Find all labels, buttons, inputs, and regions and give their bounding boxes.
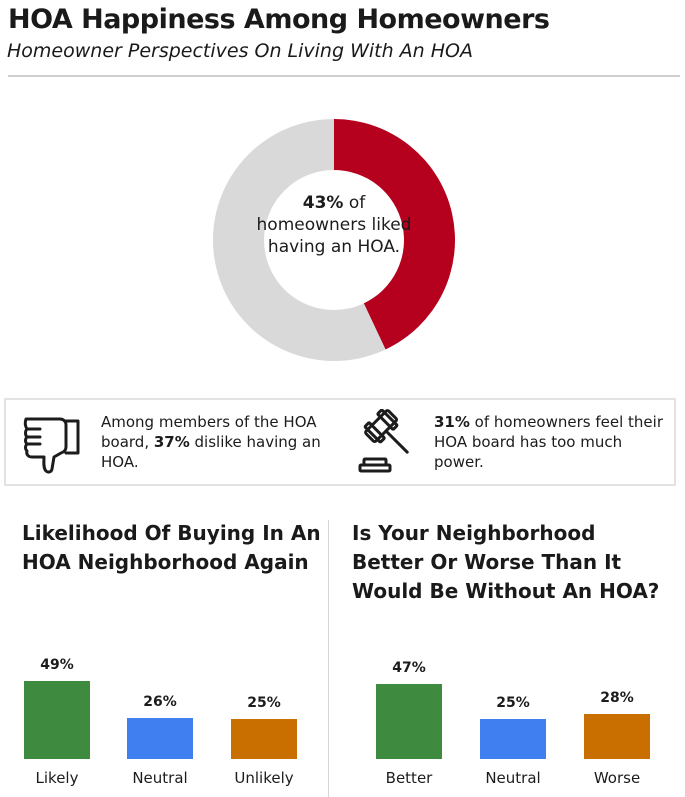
bar-value-buying-neutral: 26% [143, 694, 177, 710]
stat-board-dislike: Among members of the HOA board, 37% disl… [101, 412, 341, 472]
bar-value-neighborhood-worse: 28% [600, 690, 634, 706]
chart-title-buying-again: Likelihood Of Buying In An HOA Neighborh… [22, 521, 321, 574]
bar-label-buying-unlikely: Unlikely [234, 769, 294, 787]
stat-power-value: 31% [434, 413, 470, 431]
bar-value-neighborhood-neutral: 25% [496, 695, 530, 711]
bar-label-neighborhood-worse: Worse [593, 769, 641, 787]
section-divider [328, 520, 329, 797]
stat-board-post: dislike having an HOA. [101, 433, 321, 471]
stat-power-post: of homeowners feel their HOA board has t… [434, 413, 663, 471]
bar-neighborhood-neutral [480, 719, 546, 759]
bar-buying-likely [24, 681, 90, 759]
bar-neighborhood-better [376, 684, 442, 759]
stat-board-power: 31% of homeowners feel their HOA board h… [434, 412, 664, 472]
bar-value-buying-likely: 49% [40, 657, 74, 673]
page-subtitle: Homeowner Perspectives On Living With An… [7, 40, 473, 62]
header-divider [8, 75, 680, 77]
bar-value-neighborhood-better: 47% [392, 660, 426, 676]
bar-buying-unlikely [231, 719, 297, 759]
bar-buying-neutral [127, 718, 193, 759]
donut-center-text: 43% of homeowners liked having an HOA. [248, 192, 420, 258]
donut-chart [212, 119, 455, 361]
donut-slice-liked [334, 119, 455, 350]
gavel-icon [358, 409, 409, 473]
bar-label-buying-neutral: Neutral [132, 769, 188, 787]
stat-board-pre: Among members of the HOA board, [101, 413, 317, 451]
bar-label-neighborhood-better: Better [385, 769, 433, 787]
page-title: HOA Happiness Among Homeowners [8, 4, 550, 35]
bar-label-buying-likely: Likely [35, 769, 79, 787]
thumbs-down-icon [23, 417, 80, 474]
stat-board-value: 37% [153, 433, 190, 451]
donut-center-value: 43% [302, 193, 344, 213]
bar-value-buying-unlikely: 25% [247, 695, 281, 711]
chart-title-better-worse: Is Your Neighborhood Better Or Worse Tha… [352, 521, 660, 603]
stats-panel [4, 398, 676, 486]
donut-center-caption: of homeowners liked having an HOA. [256, 193, 412, 257]
bar-neighborhood-worse [584, 714, 650, 759]
bar-label-neighborhood-neutral: Neutral [485, 769, 541, 787]
donut-slice-rest [212, 119, 386, 361]
